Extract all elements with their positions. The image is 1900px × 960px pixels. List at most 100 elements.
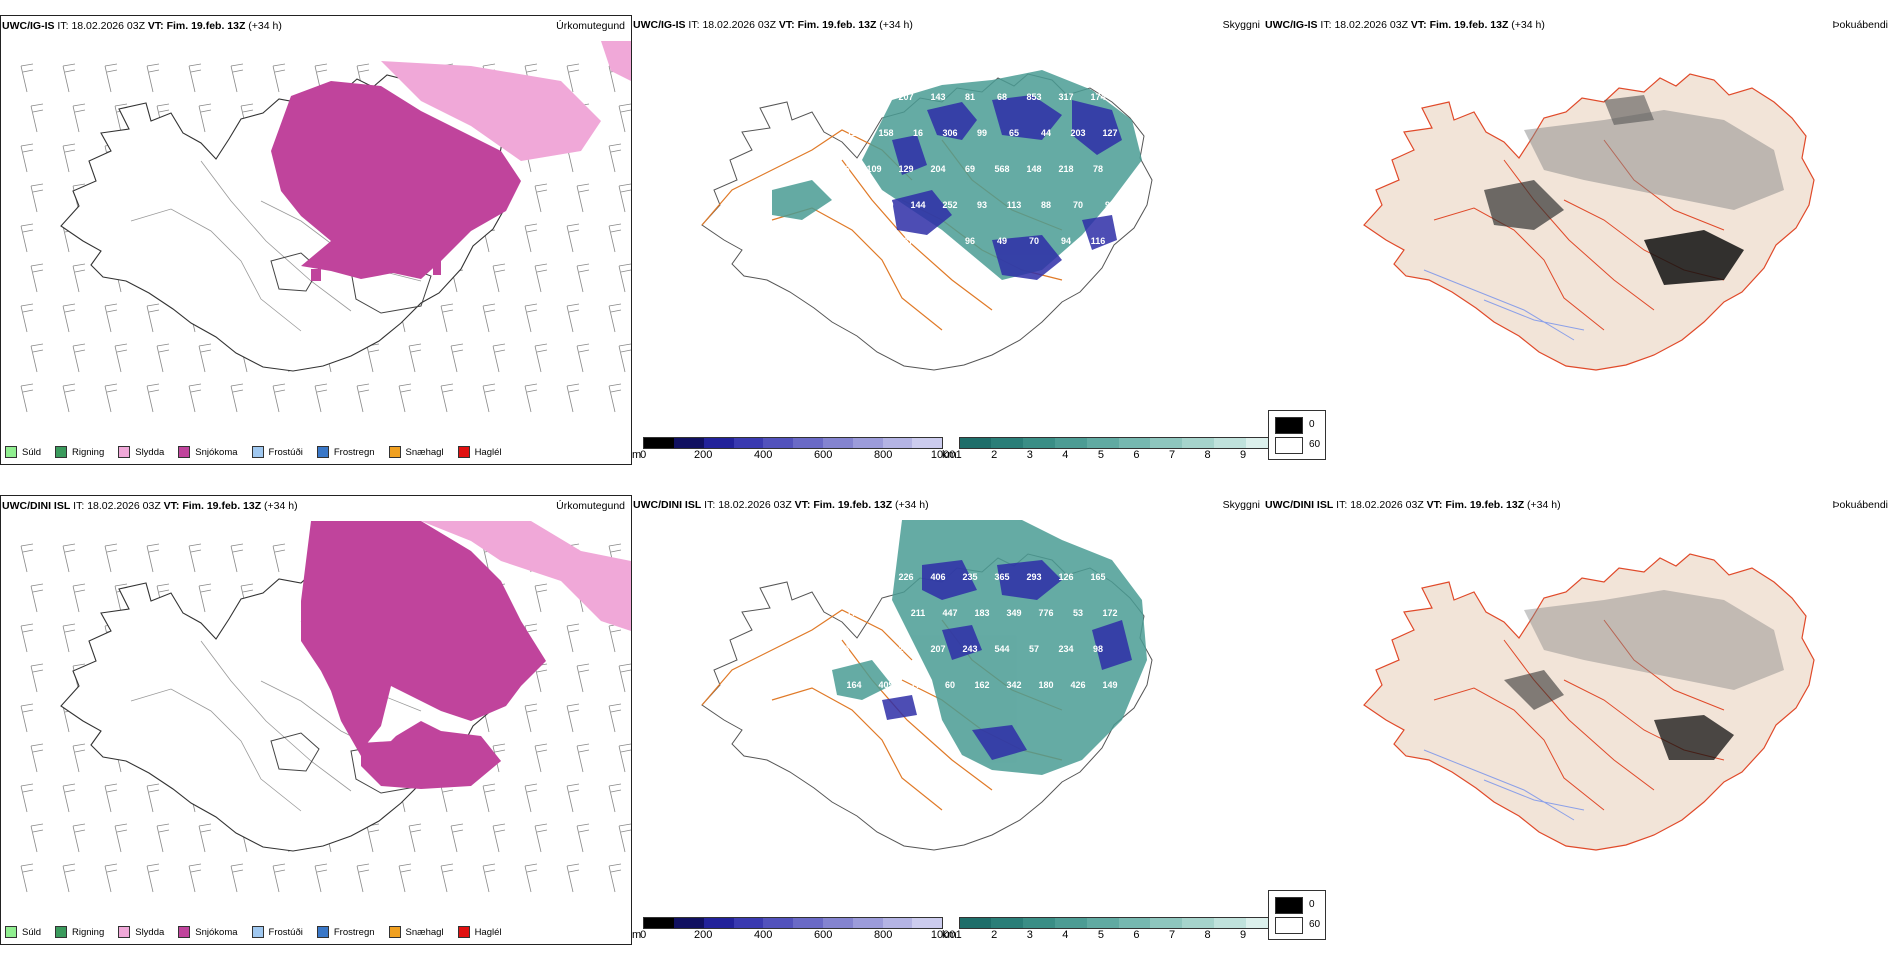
legend-label: Frostregn bbox=[333, 446, 375, 458]
fog-map-2 bbox=[1363, 553, 1815, 851]
cloud-base-label: 172 bbox=[1102, 608, 1117, 618]
colorbar-step bbox=[912, 918, 943, 928]
cloud-base-label: 164 bbox=[846, 680, 861, 690]
precip-map-1 bbox=[20, 41, 631, 413]
fog-shading bbox=[1504, 590, 1784, 760]
cloud-base-label: 96 bbox=[965, 236, 975, 246]
cloud-base-label: 165 bbox=[1090, 572, 1105, 582]
wind-barb bbox=[534, 583, 548, 613]
wind-barb bbox=[534, 823, 548, 853]
cloud-base-label: 147 bbox=[878, 608, 893, 618]
wind-barb bbox=[62, 623, 76, 653]
colorbar-step bbox=[644, 438, 674, 448]
wind-barb bbox=[618, 103, 631, 133]
legend-item: Snæhagl bbox=[388, 926, 444, 938]
cloud-base-label: 114 bbox=[847, 128, 862, 138]
cloud-base-label: 226 bbox=[898, 572, 913, 582]
wind-barb bbox=[618, 823, 631, 853]
cloud-base-labels: 220 265 226 406 235 365 293 126 165 178 147 211 447 1… bbox=[834, 572, 1117, 690]
cloud-base-label: 20 bbox=[837, 92, 847, 102]
legend-swatch bbox=[178, 926, 191, 938]
precip-type-panel-1: UWC/IG-IS IT: 18.02.2026 03Z VT: Fim. 19… bbox=[0, 15, 632, 465]
wind-barb bbox=[576, 343, 590, 373]
wind-barb bbox=[146, 303, 160, 333]
cloud-base-label: 65 bbox=[1009, 128, 1019, 138]
cloud-base-label: 98 bbox=[1093, 644, 1103, 654]
wind-barb bbox=[198, 583, 212, 613]
colorbar-tick: 4 bbox=[1062, 449, 1069, 461]
wind-barb bbox=[608, 703, 622, 733]
cloud-base-label: 207 bbox=[898, 92, 913, 102]
legend-label: Frostúði bbox=[268, 446, 303, 458]
legend-item: Haglél bbox=[457, 446, 502, 458]
wind-barb bbox=[608, 143, 622, 173]
colorbar-step bbox=[733, 438, 764, 448]
wind-barb bbox=[30, 103, 44, 133]
cloud-base-label: 88 bbox=[1041, 200, 1051, 210]
cloud-base-area bbox=[892, 95, 1122, 280]
cloud-base-label: 143 bbox=[930, 92, 945, 102]
wind-barb bbox=[198, 343, 212, 373]
colorbar-tick: 3 bbox=[1026, 449, 1033, 461]
cloud-base-label: 108 bbox=[846, 200, 861, 210]
wind-barb bbox=[146, 543, 160, 573]
colorbar-step bbox=[882, 918, 913, 928]
colorbar-tick: 4 bbox=[1062, 929, 1069, 941]
wind-barb bbox=[62, 383, 76, 413]
panel-title: UWC/IG-IS IT: 18.02.2026 03Z VT: Fim. 19… bbox=[633, 19, 913, 31]
wind-barb bbox=[566, 703, 580, 733]
colorbar-step bbox=[1245, 918, 1278, 928]
cloud-base-panel-2: 220 265 226 406 235 365 293 126 165 178 147 211 447 1… bbox=[632, 495, 1262, 960]
wind-barb bbox=[408, 823, 422, 853]
wind-barb bbox=[198, 823, 212, 853]
cloud-base-label: 69 bbox=[965, 164, 975, 174]
wind-barb bbox=[20, 783, 34, 813]
colorbar-ticks: 12345678910 bbox=[956, 929, 1285, 941]
cloud-base-label: 148 bbox=[1026, 164, 1041, 174]
colorbar-tick: 8 bbox=[1204, 929, 1211, 941]
cloud-base-label: 207 bbox=[930, 644, 945, 654]
wind-barb bbox=[566, 303, 580, 333]
panel-parameter: Skyggni bbox=[1222, 499, 1260, 511]
legend-item: Haglél bbox=[457, 926, 502, 938]
legend-label: Frostregn bbox=[333, 926, 375, 938]
wind-barb bbox=[156, 823, 170, 853]
wind-barb bbox=[482, 863, 496, 893]
wind-barb bbox=[272, 863, 286, 893]
cloud-base-label: 218 bbox=[1058, 164, 1073, 174]
cloud-base-label: 60 bbox=[945, 680, 955, 690]
cloud-base-label: 78 bbox=[1093, 164, 1103, 174]
wind-barb bbox=[198, 103, 212, 133]
cloud-base-label: 265 bbox=[866, 572, 881, 582]
wind-barb bbox=[30, 823, 44, 853]
legend-label: Haglél bbox=[474, 446, 502, 458]
wind-barb bbox=[524, 303, 538, 333]
wind-barb bbox=[492, 343, 506, 373]
cloud-base-label: 853 bbox=[1026, 92, 1041, 102]
wind-barb bbox=[608, 863, 622, 893]
wind-barb bbox=[482, 783, 496, 813]
colorbar-step bbox=[1150, 918, 1183, 928]
fog-panel-1: UWC/IG-IS IT: 18.02.2026 03Z VT: Fim. 19… bbox=[1264, 15, 1894, 480]
colorbar-step bbox=[733, 918, 764, 928]
wind-barb bbox=[408, 343, 422, 373]
precip-legend: Súld Rigning Slydda Snjókoma Frostúði Frostre… bbox=[5, 446, 502, 458]
colorbar-step bbox=[793, 438, 823, 448]
colorbar-step bbox=[1023, 918, 1056, 928]
wind-barb bbox=[20, 223, 34, 253]
colorbar-step bbox=[703, 918, 734, 928]
cloud-base-labels: 20 183 207 143 81 68 853 317 174 114 158 16 306 99 65 4… bbox=[834, 92, 1117, 246]
cloud-base-area bbox=[882, 560, 1132, 760]
wind-barb bbox=[440, 383, 454, 413]
panel-title: UWC/IG-IS IT: 18.02.2026 03Z VT: Fim. 19… bbox=[1265, 19, 1545, 31]
wind-barb bbox=[576, 263, 590, 293]
legend-swatch bbox=[251, 926, 264, 938]
wind-barb bbox=[608, 783, 622, 813]
cloud-base-label: 234 bbox=[1058, 644, 1073, 654]
wind-barb bbox=[524, 383, 538, 413]
wind-barb bbox=[156, 343, 170, 373]
wind-barb bbox=[30, 343, 44, 373]
colorbar-step bbox=[852, 918, 883, 928]
wind-barb bbox=[534, 343, 548, 373]
precip-map-2 bbox=[20, 521, 631, 893]
